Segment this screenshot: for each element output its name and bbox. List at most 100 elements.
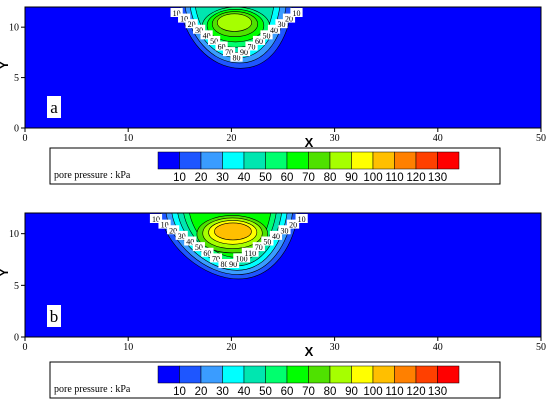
colorbar-swatch (372, 151, 395, 170)
contour-label-bg (200, 30, 213, 40)
colorbar-tick-label: 80 (324, 172, 337, 184)
colorbar-swatch (222, 365, 245, 384)
contour-label-text: 30 (281, 226, 289, 235)
contour-label: 40 (184, 236, 197, 247)
contour-label-text: 70 (212, 254, 220, 263)
colorbar-title: pore pressure : kPa (54, 170, 131, 181)
x-tick-label: 40 (433, 133, 443, 144)
colorbar-legend: 10 20 30 40 50 60 70 80 90 100 110 120 130 pore press… (49, 147, 501, 185)
contour-label: 60 (215, 41, 228, 52)
contour-label-bg (290, 8, 303, 17)
colorbar-swatch (286, 365, 309, 384)
x-tick-label: 20 (226, 342, 236, 353)
contour-label-bg (178, 13, 191, 23)
contour-label: 30 (278, 225, 291, 235)
colorbar-tick-label: 110 (385, 172, 403, 184)
contour-label-bg (269, 230, 283, 240)
contour-label-text: 20 (285, 15, 293, 24)
contour-band-90 (216, 13, 252, 32)
contour-label-text: 80 (233, 54, 241, 63)
contour-label-bg (261, 236, 274, 246)
colorbar-tick-label: 50 (259, 172, 272, 184)
contour-label-text: 50 (263, 238, 271, 247)
contour-label-bg (218, 259, 231, 269)
colorbar-swatch (200, 365, 223, 384)
contour-label-text: 50 (210, 37, 218, 46)
x-axis-title: X (305, 135, 314, 150)
colorbar-swatch (437, 151, 460, 170)
contour-label-bg (193, 24, 206, 34)
panel-label: b (47, 305, 61, 327)
contour-label-bg (245, 41, 258, 51)
contour-label: 30 (275, 19, 288, 29)
contour-label-bg (282, 13, 296, 23)
contour-label-text: 10 (298, 215, 306, 224)
contour-label: 10 (158, 219, 171, 230)
contour-label-text: 30 (195, 26, 203, 35)
contour-label-bg (222, 47, 236, 57)
y-tick-label: 5 (14, 73, 19, 84)
colorbar-tick-label: 130 (428, 172, 447, 184)
contour-label-bg (167, 225, 180, 235)
colorbar-title: pore pressure : kPa (54, 384, 131, 395)
contour-label-text: 70 (255, 243, 263, 252)
y-tick-label: 0 (14, 333, 19, 344)
x-tick-label: 30 (330, 133, 340, 144)
contour-label-bg (215, 41, 228, 51)
contour-label: 40 (267, 24, 281, 35)
contour-label-text: 80 (221, 260, 229, 269)
colorbar-tick-label: 30 (216, 386, 229, 398)
colorbar-swatch (179, 365, 202, 384)
contour-label-text: 70 (248, 43, 256, 52)
contour-label: 100 (233, 253, 251, 263)
contour-label-bg (260, 30, 273, 40)
x-tick-label: 40 (433, 342, 443, 353)
colorbar-tick-label: 40 (238, 386, 251, 398)
contour-label-bg (227, 259, 240, 269)
x-tick-label: 10 (123, 133, 133, 144)
contour-label-bg (184, 236, 197, 246)
contour-label: 50 (207, 35, 221, 46)
contour-label-text: 10 (292, 9, 300, 18)
contour-label-text: 30 (278, 20, 286, 29)
contour-label-bg (252, 35, 266, 45)
colorbar-tick-label: 20 (195, 172, 208, 184)
contour-label-bg (267, 24, 281, 34)
contour-label-text: 20 (289, 221, 297, 230)
contour-label: 20 (282, 13, 296, 24)
colorbar-swatch (308, 365, 331, 384)
y-tick-label: 10 (9, 23, 19, 34)
colorbar-tick-label: 130 (428, 386, 447, 398)
contour-label-text: 50 (195, 243, 203, 252)
colorbar-swatch (265, 151, 288, 170)
plot-frame (24, 212, 542, 338)
contour-label-bg (175, 230, 188, 240)
contour-label: 10 (170, 8, 183, 18)
colorbar-tick-label: 70 (302, 386, 315, 398)
colorbar-tick-label: 30 (216, 172, 229, 184)
contour-label-text: 60 (255, 37, 263, 46)
contour-label: 50 (261, 236, 274, 247)
x-tick-label: 0 (23, 342, 28, 353)
colorbar-tick-label: 100 (363, 172, 382, 184)
colorbar-swatch (329, 151, 352, 170)
colorbar-swatch (200, 151, 223, 170)
contour-label: 10 (149, 214, 163, 224)
colorbar-tick-label: 120 (406, 172, 425, 184)
x-tick-label: 10 (123, 342, 133, 353)
colorbar-swatch (394, 151, 417, 170)
contour-label-bg (170, 8, 183, 17)
contour-label-bg (230, 52, 243, 62)
colorbar-tick-label: 120 (406, 386, 425, 398)
contour-label: 60 (201, 247, 214, 258)
contour-label-text: 40 (203, 31, 211, 40)
contour-label-text: 10 (152, 215, 160, 224)
x-tick-label: 50 (536, 133, 546, 144)
contour-label: 40 (269, 230, 283, 241)
contour-label-text: 10 (180, 15, 188, 24)
y-tick-label: 10 (9, 229, 19, 240)
contour-label-bg (207, 35, 221, 45)
